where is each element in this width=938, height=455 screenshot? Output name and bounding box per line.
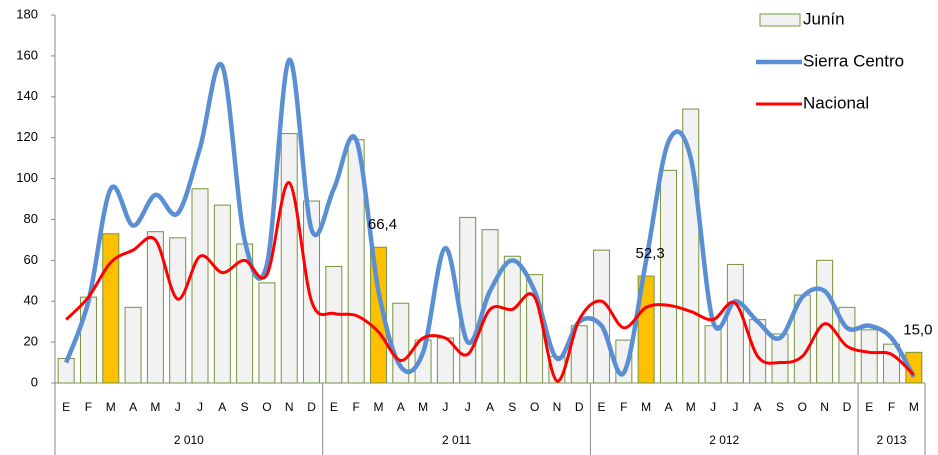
x-tick-label: E (330, 400, 338, 414)
legend-label: Junín (803, 9, 845, 28)
bar (503, 255, 521, 384)
y-tick-label: 80 (24, 211, 38, 226)
x-tick-label: J (197, 400, 203, 414)
bar (146, 231, 164, 384)
x-tick-label: F (620, 400, 627, 414)
y-tick-label: 20 (24, 334, 38, 349)
x-tick-label: N (285, 400, 294, 414)
x-tick-label: D (307, 400, 316, 414)
x-tick-label: E (865, 400, 873, 414)
x-tick-label: M (106, 400, 116, 414)
x-tick-label: M (418, 400, 428, 414)
x-tick-label: S (776, 400, 784, 414)
y-tick-label: 100 (16, 170, 38, 185)
bar (816, 259, 834, 384)
value-label: 66,4 (368, 216, 397, 233)
y-tick-label: 60 (24, 252, 38, 267)
x-tick-label: J (442, 400, 448, 414)
legend-label: Nacional (803, 93, 869, 112)
bar (191, 188, 209, 384)
y-tick-label: 120 (16, 129, 38, 144)
x-tick-label: O (530, 400, 539, 414)
x-tick-label: E (598, 400, 606, 414)
bar (593, 249, 611, 384)
x-tick-label: S (508, 400, 516, 414)
x-tick-label: J (175, 400, 181, 414)
x-tick-label: M (150, 400, 160, 414)
bar (303, 200, 321, 384)
x-tick-label: M (686, 400, 696, 414)
y-tick-label: 40 (24, 293, 38, 308)
bar (771, 333, 789, 384)
value-label: 15,0 (903, 321, 932, 338)
bar (213, 204, 231, 384)
x-tick-label: J (710, 400, 716, 414)
group-label: 2 012 (709, 433, 739, 447)
x-tick-label: A (397, 400, 405, 414)
x-tick-label: F (888, 400, 895, 414)
bar (102, 233, 120, 384)
bar (726, 263, 744, 384)
line (65, 181, 915, 383)
legend-label: Sierra Centro (803, 51, 904, 70)
line (64, 57, 916, 378)
x-tick-label: N (820, 400, 829, 414)
x-tick-label: J (465, 400, 471, 414)
bar (369, 246, 387, 384)
x-tick-label: A (129, 400, 137, 414)
bar (570, 325, 588, 384)
x-tick-label: F (352, 400, 359, 414)
bar (659, 169, 677, 384)
bar (637, 275, 655, 384)
x-tick-label: J (732, 400, 738, 414)
bar (704, 325, 722, 384)
x-tick-label: M (909, 400, 919, 414)
x-tick-label: O (798, 400, 807, 414)
y-tick-label: 160 (16, 47, 38, 62)
y-tick-label: 140 (16, 88, 38, 103)
x-tick-label: A (486, 400, 494, 414)
x-tick-label: N (553, 400, 562, 414)
x-tick-label: M (641, 400, 651, 414)
x-tick-label: A (754, 400, 762, 414)
y-tick-label: 180 (16, 6, 38, 21)
x-tick-label: A (218, 400, 226, 414)
legend-swatch (759, 13, 801, 27)
x-tick-label: S (241, 400, 249, 414)
bar (280, 133, 298, 384)
x-tick-label: A (664, 400, 672, 414)
bar (860, 329, 878, 384)
x-tick-label: D (843, 400, 852, 414)
bar (414, 339, 432, 384)
bar (436, 337, 454, 384)
x-tick-label: E (62, 400, 70, 414)
bar (325, 265, 343, 384)
x-tick-label: D (575, 400, 584, 414)
bar (169, 237, 187, 384)
group-label: 2 010 (174, 433, 204, 447)
group-label: 2 013 (877, 433, 907, 447)
x-tick-label: M (373, 400, 383, 414)
group-label: 2 011 (442, 433, 471, 447)
value-label: 52,3 (636, 245, 665, 262)
y-tick-label: 0 (31, 374, 38, 389)
bar (459, 216, 477, 384)
bar (79, 296, 97, 384)
x-tick-label: F (85, 400, 92, 414)
x-tick-label: O (262, 400, 271, 414)
bar (258, 282, 276, 384)
bar (124, 306, 142, 384)
